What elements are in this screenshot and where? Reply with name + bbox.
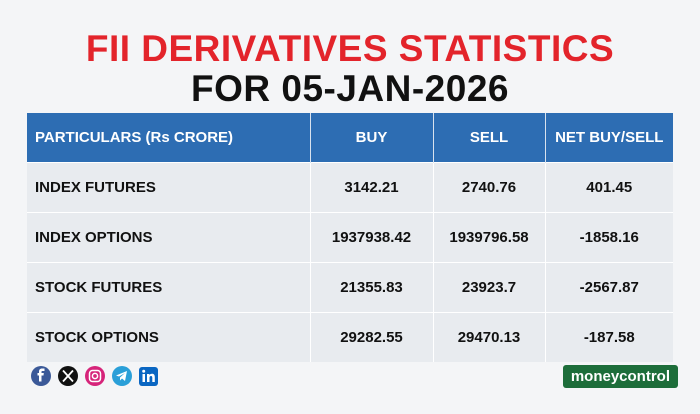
linkedin-glyph (147, 373, 155, 382)
table-row: INDEX FUTURES 3142.21 2740.76 401.45 (27, 162, 673, 213)
cell-value: 401.45 (545, 162, 673, 213)
cell-value: 29282.55 (310, 312, 434, 362)
column-header: BUY (310, 113, 434, 163)
cell-value: 29470.13 (433, 312, 546, 362)
title-line: FII DERIVATIVES STATISTICS (85, 28, 615, 69)
stats-table: PARTICULARS (Rs CRORE) BUY SELL NET BUY/SEL… (27, 113, 673, 362)
social-icons (31, 366, 158, 386)
header-row: PARTICULARS (Rs CRORE) BUY SELL NET BUY/SEL… (27, 113, 673, 163)
column-header: SELL (433, 113, 546, 163)
row-label: INDEX OPTIONS (27, 212, 311, 263)
telegram-glyph (116, 371, 127, 381)
row-label: STOCK OPTIONS (27, 312, 311, 362)
linkedin-glyph (142, 369, 146, 373)
cell-value: -1858.16 (545, 212, 673, 263)
row-label: STOCK FUTURES (27, 262, 311, 313)
brand-logo: moneycontrol (562, 365, 678, 388)
cell-value: -2567.87 (545, 262, 673, 313)
linkedin-glyph (142, 374, 145, 382)
facebook-glyph (37, 368, 45, 382)
cell-value: 21355.83 (310, 262, 434, 313)
cell-value: 23923.7 (433, 262, 546, 313)
instagram-glyph (91, 372, 99, 380)
column-header: PARTICULARS (Rs CRORE) (27, 113, 311, 163)
column-header: NET BUY/SELL (545, 113, 673, 163)
cell-value: 2740.76 (433, 162, 546, 213)
title-line: FOR 05-JAN-2026 (190, 68, 509, 109)
instagram-icon[interactable] (85, 366, 105, 386)
table-row: STOCK OPTIONS 29282.55 29470.13 -187.58 (27, 312, 673, 362)
row-label: INDEX FUTURES (27, 162, 311, 213)
x-glyph (62, 369, 74, 383)
cell-value: 1937938.42 (310, 212, 434, 263)
table-row: STOCK FUTURES 21355.83 23923.7 -2567.87 (27, 262, 673, 313)
table-body: INDEX FUTURES 3142.21 2740.76 401.45 INDEX O… (27, 162, 673, 362)
cell-value: 1939796.58 (433, 212, 546, 263)
cell-value: 3142.21 (310, 162, 434, 213)
cell-value: -187.58 (545, 312, 673, 362)
table-row: INDEX OPTIONS 1937938.42 1939796.58 -1858.1… (27, 212, 673, 263)
instagram-glyph (88, 369, 102, 383)
